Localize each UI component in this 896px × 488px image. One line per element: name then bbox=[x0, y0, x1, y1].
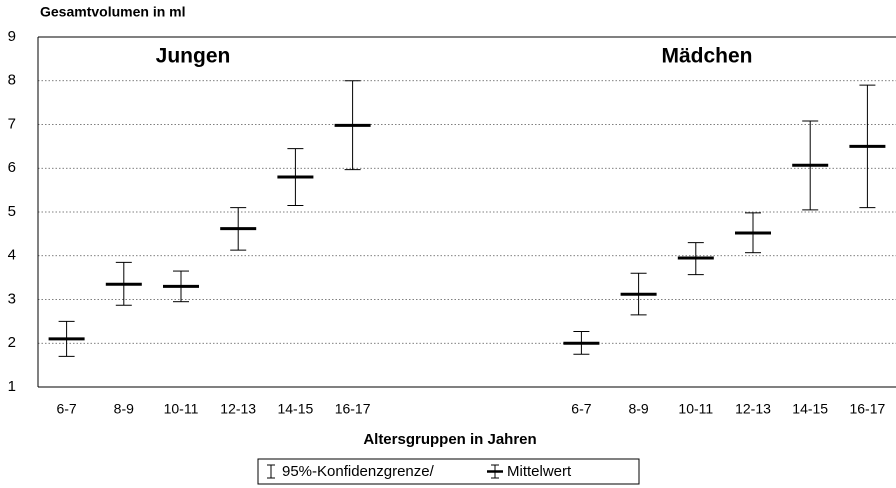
x-tick-label: 6-7 bbox=[56, 401, 76, 417]
y-tick-label: 1 bbox=[8, 378, 16, 395]
y-axis-label: Gesamtvolumen in ml bbox=[40, 4, 185, 20]
x-tick-label: 6-7 bbox=[571, 401, 591, 417]
x-tick-label: 16-17 bbox=[849, 401, 885, 417]
group-label: Mädchen bbox=[661, 45, 752, 68]
x-tick-label: 8-9 bbox=[114, 401, 134, 417]
group-label: Jungen bbox=[156, 45, 231, 68]
x-tick-label: 14-15 bbox=[792, 401, 828, 417]
y-tick-label: 5 bbox=[8, 203, 16, 220]
y-tick-label: 3 bbox=[8, 290, 16, 307]
y-tick-label: 8 bbox=[8, 72, 16, 89]
x-tick-label: 14-15 bbox=[277, 401, 313, 417]
x-tick-label: 12-13 bbox=[735, 401, 771, 417]
x-tick-label: 8-9 bbox=[628, 401, 648, 417]
y-tick-label: 9 bbox=[8, 28, 16, 45]
legend-label: 95%-Konfidenzgrenze/ bbox=[282, 463, 435, 480]
legend-box bbox=[257, 458, 640, 485]
legend-mean-icon bbox=[487, 464, 503, 479]
x-axis-label: Altersgruppen in Jahren bbox=[363, 431, 536, 448]
y-tick-label: 6 bbox=[8, 159, 16, 176]
y-tick-label: 2 bbox=[8, 334, 16, 351]
x-tick-label: 10-11 bbox=[678, 401, 713, 417]
y-tick-label: 7 bbox=[8, 115, 16, 132]
x-tick-label: 16-17 bbox=[335, 401, 371, 417]
legend-ci-icon bbox=[267, 464, 275, 479]
y-tick-label: 4 bbox=[8, 247, 16, 264]
x-tick-label: 12-13 bbox=[220, 401, 256, 417]
x-tick-label: 10-11 bbox=[164, 401, 199, 417]
legend-label: Mittelwert bbox=[507, 463, 572, 480]
